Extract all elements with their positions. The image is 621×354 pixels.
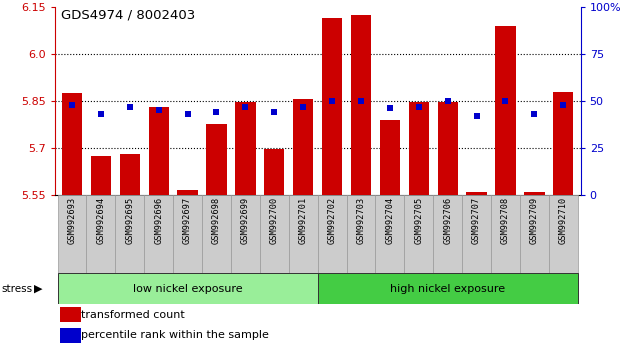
Bar [404,195,433,273]
Point [471,113,481,119]
Bar [466,192,487,195]
Bar [202,195,231,273]
Bar [351,15,371,195]
Bar [549,195,578,273]
Bar [120,154,140,195]
Bar [116,195,144,273]
Bar [520,195,549,273]
Bar [60,328,81,343]
Bar [264,149,284,195]
Text: GSM992695: GSM992695 [125,197,134,244]
Point [414,104,424,109]
Point [558,102,568,108]
Bar [260,195,289,273]
Text: GSM992703: GSM992703 [356,197,366,244]
Bar [91,156,111,195]
Text: GSM992704: GSM992704 [386,197,394,244]
Point [154,108,164,113]
Text: GSM992694: GSM992694 [96,197,106,244]
Text: stress: stress [2,284,33,293]
Bar [524,192,545,195]
Bar [433,195,462,273]
Bar [173,195,202,273]
Bar [491,195,520,273]
Bar [148,107,169,195]
Bar [317,273,578,304]
Text: GSM992707: GSM992707 [472,197,481,244]
Point [240,104,250,109]
Bar [347,195,376,273]
Text: GSM992698: GSM992698 [212,197,221,244]
Text: low nickel exposure: low nickel exposure [133,284,242,293]
Bar [178,190,197,195]
Bar [496,26,515,195]
Point [327,98,337,104]
Point [96,111,106,117]
Text: percentile rank within the sample: percentile rank within the sample [81,330,269,341]
Text: GSM992710: GSM992710 [559,197,568,244]
Bar [86,195,116,273]
Bar [58,273,317,304]
Bar [380,120,400,195]
Point [385,105,395,111]
Bar [58,195,86,273]
Text: GDS4974 / 8002403: GDS4974 / 8002403 [61,9,195,22]
Text: GSM992696: GSM992696 [154,197,163,244]
Bar [293,99,314,195]
Point [443,98,453,104]
Point [356,98,366,104]
Bar [60,307,81,322]
Bar [62,93,82,195]
Bar [462,195,491,273]
Point [501,98,510,104]
Text: GSM992705: GSM992705 [414,197,424,244]
Text: GSM992701: GSM992701 [299,197,307,244]
Bar [317,195,347,273]
Bar [409,102,429,195]
Point [298,104,308,109]
Text: GSM992702: GSM992702 [328,197,337,244]
Bar [289,195,317,273]
Bar [206,124,227,195]
Point [67,102,77,108]
Text: GSM992700: GSM992700 [270,197,279,244]
Point [270,109,279,115]
Text: GSM992708: GSM992708 [501,197,510,244]
Point [212,109,222,115]
Text: GSM992709: GSM992709 [530,197,539,244]
Text: GSM992699: GSM992699 [241,197,250,244]
Bar [231,195,260,273]
Point [125,104,135,109]
Point [183,111,193,117]
Bar [553,92,573,195]
Bar [438,102,458,195]
Text: ▶: ▶ [34,284,42,293]
Bar [235,102,255,195]
Bar [376,195,404,273]
Text: high nickel exposure: high nickel exposure [390,284,505,293]
Text: GSM992706: GSM992706 [443,197,452,244]
Bar [144,195,173,273]
Text: GSM992693: GSM992693 [68,197,76,244]
Text: transformed count: transformed count [81,310,184,320]
Bar [322,18,342,195]
Point [530,111,540,117]
Text: GSM992697: GSM992697 [183,197,192,244]
